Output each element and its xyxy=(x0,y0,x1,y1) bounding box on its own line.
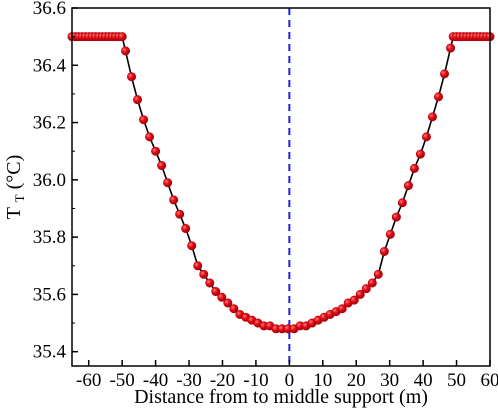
data-point xyxy=(379,246,389,256)
x-tick-label: -60 xyxy=(76,370,101,391)
x-tick-label: -10 xyxy=(243,370,268,391)
x-tick-label: 50 xyxy=(447,370,466,391)
data-point xyxy=(175,209,185,219)
data-point xyxy=(409,163,419,173)
data-point xyxy=(223,298,233,308)
data-point xyxy=(133,95,143,105)
data-point xyxy=(181,224,191,234)
data-point xyxy=(205,278,215,288)
data-point xyxy=(434,92,444,102)
x-tick-label: -30 xyxy=(176,370,201,391)
data-point xyxy=(349,295,359,305)
x-tick-label: -20 xyxy=(210,370,235,391)
y-tick-label: 36.4 xyxy=(33,55,67,76)
data-point xyxy=(217,292,227,302)
x-tick-label: 20 xyxy=(347,370,366,391)
data-point xyxy=(157,161,167,171)
data-point xyxy=(415,149,425,159)
data-point xyxy=(421,132,431,142)
data-point xyxy=(229,304,239,314)
data-point xyxy=(127,72,137,82)
data-point xyxy=(385,229,395,239)
y-tick-label: 35.8 xyxy=(33,227,66,248)
data-point xyxy=(121,46,131,56)
data-point xyxy=(403,181,413,191)
data-point xyxy=(211,287,221,297)
y-tick-label: 35.6 xyxy=(33,284,66,305)
data-point xyxy=(187,241,197,251)
x-tick-label: 10 xyxy=(313,370,332,391)
y-axis-label: T T (°C) xyxy=(3,155,29,219)
data-point xyxy=(199,269,209,279)
y-tick-label: 35.4 xyxy=(33,342,67,363)
x-tick-label: 60 xyxy=(481,370,498,391)
x-tick-label: -40 xyxy=(143,370,168,391)
data-point xyxy=(367,278,377,288)
x-tick-label: 30 xyxy=(380,370,399,391)
data-point xyxy=(440,69,450,79)
data-point xyxy=(397,198,407,208)
data-point xyxy=(427,112,437,122)
data-point xyxy=(169,195,179,205)
data-point xyxy=(355,289,365,299)
data-point xyxy=(361,284,371,294)
y-axis-label-subscript: T xyxy=(12,194,27,202)
data-point xyxy=(446,43,456,53)
data-point xyxy=(117,32,127,42)
x-tick-label: 40 xyxy=(414,370,433,391)
y-tick-label: 36.6 xyxy=(33,0,66,19)
data-point xyxy=(151,146,161,156)
x-tick-label: -50 xyxy=(109,370,134,391)
x-tick-label: 0 xyxy=(285,370,295,391)
y-axis-label-symbol: T xyxy=(3,207,25,219)
plot-frame xyxy=(71,7,491,367)
data-point xyxy=(337,304,347,314)
x-axis: -60 -50 -40 -30 -20 -10 0 10 20 30 40 50 60 xyxy=(76,360,498,391)
series-layer xyxy=(67,32,495,334)
data-point xyxy=(373,269,383,279)
x-axis-label: Distance from to middle support (m) xyxy=(134,386,428,408)
y-tick-label: 36.0 xyxy=(33,170,66,191)
y-axis: 35.4 35.6 35.8 36.0 36.2 36.4 36.6 xyxy=(33,0,78,363)
data-point xyxy=(163,178,173,188)
y-tick-label: 36.2 xyxy=(33,113,66,134)
y-axis-label-unit: (°C) xyxy=(3,155,25,190)
series-line xyxy=(72,35,490,330)
data-point xyxy=(193,261,203,271)
data-point xyxy=(145,132,155,142)
data-point xyxy=(139,115,149,125)
data-point xyxy=(391,212,401,222)
